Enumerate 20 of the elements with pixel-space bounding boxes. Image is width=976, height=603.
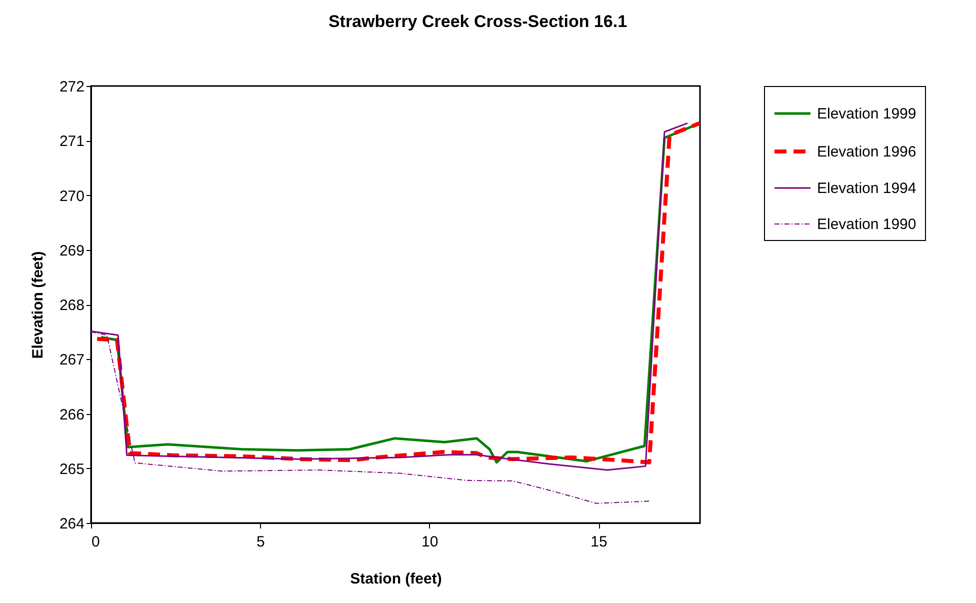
y-tick-label: 266	[59, 406, 84, 424]
y-tick-label: 267	[59, 352, 84, 369]
y-tick-label: 270	[59, 188, 84, 205]
x-tick-label: 5	[256, 534, 265, 550]
x-tick-label: 10	[421, 534, 438, 550]
chart-title: Strawberry Creek Cross-Section 16.1	[328, 12, 628, 31]
legend-label: Elevation 1994	[817, 180, 916, 197]
y-tick-label: 271	[59, 133, 84, 150]
y-tick-label: 268	[59, 297, 84, 314]
legend-label: Elevation 1999	[817, 106, 916, 122]
x-tick-label: 0	[92, 534, 100, 550]
legend-label: Elevation 1996	[817, 144, 916, 160]
legend-label: Elevation 1990	[817, 216, 916, 233]
y-axis-title: Elevation (feet)	[29, 251, 46, 359]
y-tick-label: 272	[59, 78, 84, 96]
y-tick-label: 264	[59, 516, 84, 532]
y-tick-label: 265	[59, 460, 84, 478]
x-axis-title: Station (feet)	[350, 570, 442, 588]
x-tick-label: 15	[590, 534, 608, 550]
y-tick-label: 269	[59, 242, 84, 260]
